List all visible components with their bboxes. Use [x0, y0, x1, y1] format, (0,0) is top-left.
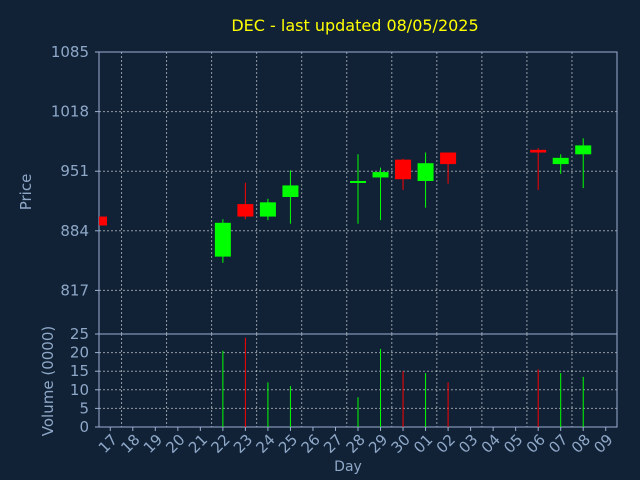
price-ytick-label: 884 [60, 222, 89, 240]
candle-body [530, 149, 547, 153]
candle-body [259, 202, 276, 217]
candle-body [552, 157, 569, 165]
candle-body [395, 159, 412, 180]
candle-body [440, 152, 457, 165]
volume-ytick-label: 20 [70, 344, 89, 362]
volume-axis-label: Volume (0000) [39, 326, 57, 436]
volume-ytick-label: 25 [70, 325, 89, 343]
price-ytick-label: 951 [60, 162, 89, 180]
candle-body [99, 216, 107, 226]
volume-ytick-label: 5 [79, 399, 89, 417]
candle-body [282, 185, 299, 198]
candle-body [372, 172, 389, 178]
x-tick-labels: 1718192021222324252627282930010203040506… [95, 427, 617, 457]
price-ytick-label: 1018 [51, 103, 89, 121]
x-tick-label: 09 [590, 431, 616, 457]
price-axis-label: Price [17, 174, 35, 211]
price-ytick-label: 817 [60, 281, 89, 299]
price-panel: 817 884 951 1018 1085 [51, 43, 618, 335]
candle-body [214, 222, 231, 257]
price-ytick-label: 1085 [51, 43, 89, 61]
candle-body [237, 204, 254, 217]
chart-title: DEC - last updated 08/05/2025 [231, 16, 478, 35]
volume-ytick-label: 15 [70, 362, 89, 380]
candle-body [417, 163, 434, 181]
volume-ytick-label: 10 [70, 381, 89, 399]
x-axis-label: Day [334, 459, 362, 475]
volume-ytick-label: 0 [79, 418, 89, 436]
candle-body [575, 145, 592, 155]
candle-body [350, 180, 366, 183]
